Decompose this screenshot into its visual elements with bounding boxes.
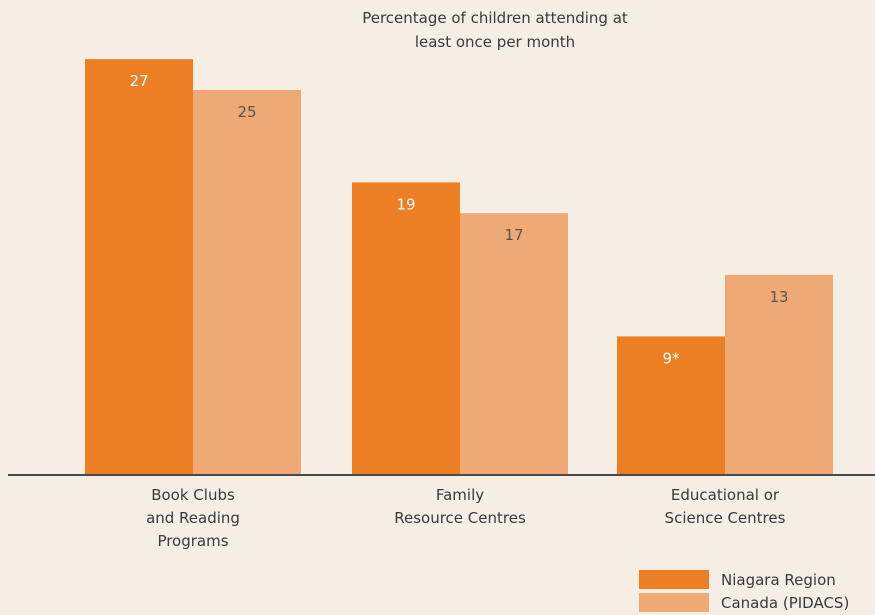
value-label-series-0-cat-0: 27 [129,72,148,90]
value-label-series-0-cat-1: 19 [396,195,415,213]
value-label-series-0-cat-2: 9* [662,349,680,367]
bar-series-1-cat-1 [460,213,568,475]
value-label-series-1-cat-0: 25 [237,103,256,121]
category-label-0-line-0: Book Clubs [151,486,235,504]
legend-label-1: Canada (PIDACS) [721,594,849,612]
value-label-series-1-cat-2: 13 [769,288,788,306]
category-label-2-line-0: Educational or [671,486,780,504]
legend-swatch-1 [639,593,709,612]
value-label-series-1-cat-1: 17 [504,226,523,244]
category-label-1-line-1: Resource Centres [394,509,526,527]
bar-series-0-cat-2 [617,336,725,475]
category-label-0-line-1: and Reading [146,509,240,527]
chart-title: Percentage of children attending at leas… [362,9,628,51]
bar-series-0-cat-0 [85,59,193,475]
legend-swatch-0 [639,570,709,589]
legend: Niagara Region Canada (PIDACS) [639,570,849,612]
category-labels: Book Clubs and Reading Programs Family Resou… [146,486,786,550]
category-label-2-line-1: Science Centres [665,509,786,527]
category-label-0-line-2: Programs [157,532,228,550]
chart-title-line-1: Percentage of children attending at [362,9,628,27]
category-label-1-line-0: Family [436,486,484,504]
bar-series-1-cat-0 [193,90,301,475]
legend-label-0: Niagara Region [721,571,836,589]
bar-series-0-cat-1 [352,182,460,475]
chart-title-line-2: least once per month [415,33,575,51]
bars-group: 27 19 9* 25 17 13 [85,59,833,475]
bar-series-1-cat-2 [725,274,833,475]
